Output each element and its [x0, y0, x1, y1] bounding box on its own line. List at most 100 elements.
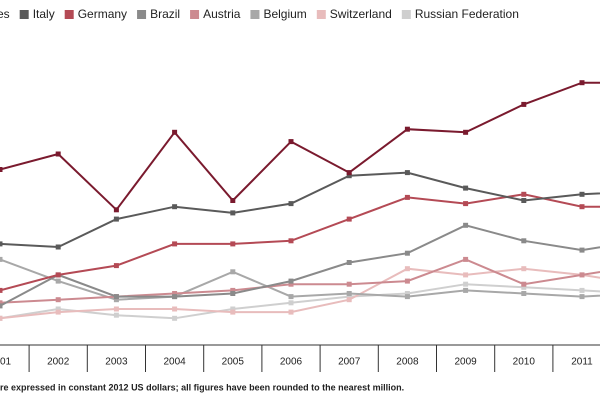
point	[579, 204, 585, 210]
footnote: re expressed in constant 2012 US dollars…	[0, 382, 404, 392]
point	[230, 306, 236, 312]
point	[404, 278, 410, 284]
point	[463, 222, 469, 228]
point	[55, 244, 61, 250]
point	[55, 306, 61, 312]
legend-label: Switzerland	[330, 7, 392, 21]
legend-swatch	[19, 10, 29, 19]
point	[172, 291, 178, 296]
legend-label: Austria	[203, 7, 241, 21]
legend-label: Russian Federation	[415, 7, 519, 21]
point	[579, 294, 585, 300]
point	[230, 287, 236, 293]
point	[288, 309, 294, 315]
point	[404, 266, 410, 272]
legend-swatch	[190, 10, 200, 19]
x-tick-label: 2009	[454, 357, 477, 368]
point	[230, 309, 236, 315]
point	[55, 297, 61, 303]
point	[113, 306, 119, 312]
legend-label: es	[0, 7, 10, 21]
point	[172, 204, 178, 210]
point	[521, 198, 527, 203]
point	[113, 297, 119, 303]
point	[113, 294, 119, 300]
point	[463, 281, 469, 287]
point	[113, 207, 119, 213]
point	[230, 291, 236, 296]
point	[404, 170, 410, 176]
point	[346, 260, 352, 265]
point	[288, 281, 294, 287]
legend-swatch	[250, 10, 260, 19]
point	[55, 272, 61, 278]
point	[404, 250, 410, 256]
point	[288, 294, 294, 300]
point	[404, 126, 410, 132]
series-line	[0, 224, 600, 307]
legend-swatch	[316, 10, 326, 19]
x-tick-label: 2011	[571, 357, 593, 368]
point	[579, 272, 585, 278]
series-line	[0, 258, 600, 304]
series-line	[0, 81, 600, 212]
legend-label: Belgium	[263, 7, 306, 21]
point	[346, 294, 352, 300]
point	[172, 241, 178, 247]
series-line	[0, 267, 600, 320]
x-tick-label: 2004	[163, 357, 186, 368]
point	[404, 294, 410, 300]
point	[463, 129, 469, 135]
point	[521, 101, 527, 107]
point	[288, 201, 294, 207]
legend-label: Brazil	[150, 7, 180, 21]
point	[346, 216, 352, 222]
series-line	[0, 171, 600, 249]
point	[172, 306, 178, 312]
x-tick-label: 2002	[47, 357, 70, 368]
point	[230, 241, 236, 247]
point	[0, 241, 3, 247]
point	[0, 167, 3, 172]
point	[346, 173, 352, 179]
x-tick-label: 2008	[396, 357, 419, 368]
point	[0, 303, 3, 309]
point	[0, 315, 3, 321]
point	[579, 287, 585, 293]
point	[404, 291, 410, 296]
legend-label: Italy	[33, 7, 55, 21]
point	[230, 198, 236, 203]
point	[288, 278, 294, 284]
point	[113, 312, 119, 318]
plot-area	[0, 80, 600, 321]
x-tick-label: 2010	[513, 357, 536, 368]
point	[288, 238, 294, 244]
point	[55, 309, 61, 315]
point	[521, 266, 527, 272]
point	[346, 281, 352, 287]
point	[0, 256, 3, 262]
series-line	[0, 258, 600, 301]
point	[346, 291, 352, 296]
point	[346, 170, 352, 176]
series-line	[0, 283, 600, 320]
point	[463, 185, 469, 191]
point	[579, 80, 585, 86]
point	[463, 272, 469, 278]
x-tick-label: 2003	[105, 357, 128, 368]
point	[0, 287, 3, 293]
x-tick-label: 2006	[280, 357, 303, 368]
point	[55, 151, 61, 157]
series-line	[0, 193, 600, 292]
point	[521, 191, 527, 197]
point	[230, 269, 236, 275]
point	[404, 194, 410, 200]
point	[463, 256, 469, 262]
point	[579, 191, 585, 197]
point	[113, 263, 119, 269]
legend-label: Germany	[78, 7, 127, 21]
point	[521, 281, 527, 287]
x-tick-label: 01	[0, 357, 12, 368]
legend-swatch	[64, 10, 74, 19]
